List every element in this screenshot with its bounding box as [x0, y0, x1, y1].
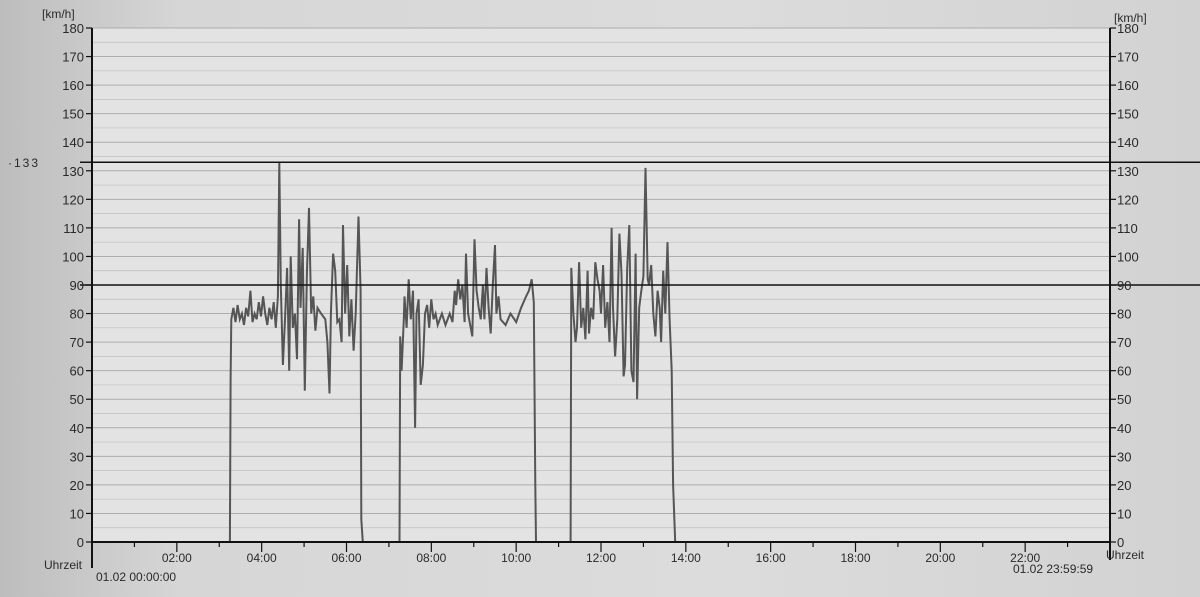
- y-tick-label-left: 80: [70, 307, 84, 322]
- axes: 0 0 10 10 20 20 30 30 40 40 50 50 60 60 70 70 80 80 90 90 10…: [62, 21, 1139, 568]
- y-tick-label-left: 0: [77, 535, 84, 550]
- y-tick-label-left: 110: [63, 221, 84, 236]
- y-tick-label-left: 50: [70, 392, 84, 407]
- reference-lines: ·133: [8, 156, 1200, 286]
- y-tick-label-right: 130: [1117, 164, 1139, 179]
- x-axis-label-right: Uhrzeit: [1106, 548, 1145, 562]
- y-tick-label-left: 160: [62, 78, 84, 93]
- y-tick-label-right: 110: [1117, 221, 1138, 236]
- y-tick-label-right: 170: [1117, 50, 1139, 65]
- speed-series-3: [569, 167, 677, 543]
- y-tick-label-left: 150: [62, 107, 84, 122]
- y-tick-label-left: 170: [62, 50, 84, 65]
- y-tick-label-right: 100: [1117, 249, 1139, 264]
- y-tick-label-left: 20: [70, 478, 84, 493]
- y-tick-label-left: 180: [62, 21, 84, 36]
- x-axis-label-left: Uhrzeit: [44, 558, 83, 572]
- y-tick-label-left: 30: [70, 449, 84, 464]
- y-axis-unit-right: [km/h]: [1114, 11, 1147, 25]
- x-tick-label: 06:00: [331, 551, 361, 565]
- x-tick-label: 16:00: [756, 551, 786, 565]
- y-tick-label-right: 10: [1117, 506, 1131, 521]
- y-tick-label-right: 120: [1117, 192, 1139, 207]
- x-tick-label: 22:00: [1010, 551, 1040, 565]
- x-tick-label: 08:00: [416, 551, 446, 565]
- x-tick-label: 12:00: [586, 551, 616, 565]
- y-tick-label-right: 180: [1117, 21, 1139, 36]
- y-tick-label-right: 150: [1117, 107, 1139, 122]
- y-tick-label-left: 120: [62, 192, 84, 207]
- y-tick-label-right: 20: [1117, 478, 1131, 493]
- y-tick-label-right: 70: [1117, 335, 1131, 350]
- y-tick-label-left: 40: [70, 421, 84, 436]
- y-tick-label-left: 100: [62, 249, 84, 264]
- y-tick-label-left: 140: [62, 135, 84, 150]
- y-tick-label-right: 40: [1117, 421, 1131, 436]
- x-tick-label: 04:00: [247, 551, 277, 565]
- speed-series-1: [228, 162, 364, 543]
- y-tick-label-right: 50: [1117, 392, 1131, 407]
- y-tick-label-left: 90: [70, 278, 84, 293]
- y-tick-label-right: 160: [1117, 78, 1139, 93]
- start-timestamp: 01.02 00:00:00: [96, 570, 176, 584]
- y-tick-label-right: 140: [1117, 135, 1139, 150]
- y-tick-label-right: 80: [1117, 307, 1131, 322]
- grid: [92, 27, 1110, 529]
- x-tick-label: 20:00: [925, 551, 955, 565]
- y-axis-unit-left: [km/h]: [42, 7, 75, 21]
- y-tick-label-left: 60: [70, 364, 84, 379]
- y-tick-label-right: 0: [1117, 535, 1124, 550]
- x-tick-label: 02:00: [162, 551, 192, 565]
- reference-line-label: ·133: [8, 156, 40, 170]
- y-tick-label-left: 10: [70, 506, 84, 521]
- y-tick-label-left: 70: [70, 335, 84, 350]
- y-tick-label-right: 90: [1117, 278, 1131, 293]
- end-timestamp: 01.02 23:59:59: [1013, 562, 1093, 576]
- x-tick-label: 14:00: [671, 551, 701, 565]
- x-tick-label: 18:00: [840, 551, 870, 565]
- y-tick-label-right: 60: [1117, 364, 1131, 379]
- x-tick-label: 10:00: [501, 551, 531, 565]
- y-tick-label-left: 130: [62, 164, 84, 179]
- y-tick-label-right: 30: [1117, 449, 1131, 464]
